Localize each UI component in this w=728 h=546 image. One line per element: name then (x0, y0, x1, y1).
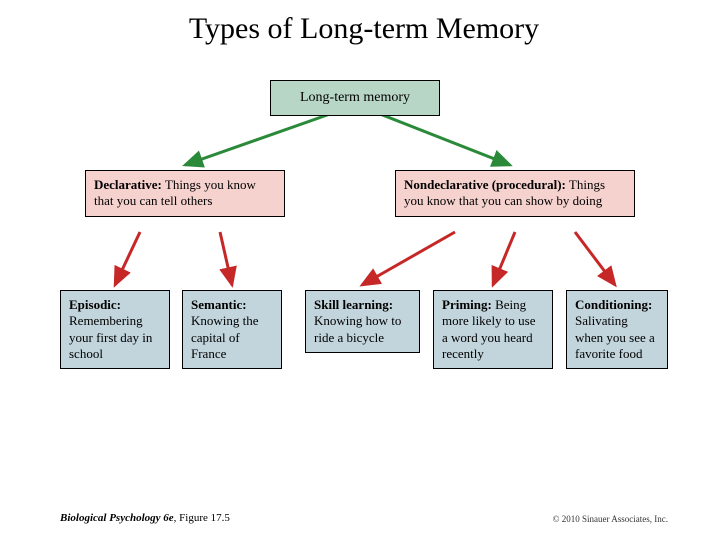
edges-root-level2 (185, 114, 510, 165)
node-conditioning: Conditioning: Salivating when you see a … (566, 290, 668, 369)
node-episodic: Episodic: Remembering your first day in … (60, 290, 170, 369)
edge-root-0 (185, 114, 330, 165)
node-priming: Priming: Being more likely to use a word… (433, 290, 553, 369)
node-episodic-text: Remembering your first day in school (69, 313, 152, 361)
memory-tree-diagram: Long-term memory Declarative: Things you… (60, 80, 668, 500)
node-skill-title: Skill learning: (314, 297, 393, 312)
page-title: Types of Long-term Memory (0, 12, 728, 46)
node-semantic-title: Semantic: (191, 297, 247, 312)
node-root: Long-term memory (270, 80, 440, 116)
footer-copyright: © 2010 Sinauer Associates, Inc. (553, 514, 668, 524)
node-semantic: Semantic: Knowing the capital of France (182, 290, 282, 369)
node-episodic-title: Episodic: (69, 297, 121, 312)
footer-source-book: Biological Psychology 6e (60, 512, 174, 524)
edge-l3-3 (493, 232, 515, 285)
edges-level2-level3 (115, 232, 615, 285)
footer-source: Biological Psychology 6e, Figure 17.5 (60, 512, 230, 524)
node-skill: Skill learning: Knowing how to ride a bi… (305, 290, 420, 353)
node-declarative-title: Declarative: (94, 177, 162, 192)
footer-figure-label: , Figure 17.5 (174, 512, 230, 524)
node-conditioning-text: Salivating when you see a favorite food (575, 313, 655, 361)
node-root-label: Long-term memory (300, 90, 410, 105)
node-priming-title: Priming: (442, 297, 492, 312)
node-nondeclarative: Nondeclarative (procedural): Things you … (395, 170, 635, 217)
edge-l3-4 (575, 232, 615, 285)
edge-l3-0 (115, 232, 140, 285)
node-skill-text: Knowing how to ride a bicycle (314, 313, 401, 344)
node-conditioning-title: Conditioning: (575, 297, 652, 312)
edge-root-1 (380, 114, 510, 165)
edge-l3-1 (220, 232, 232, 285)
node-nondeclarative-title: Nondeclarative (procedural): (404, 177, 566, 192)
node-declarative: Declarative: Things you know that you ca… (85, 170, 285, 217)
edge-l3-2 (362, 232, 455, 285)
node-semantic-text: Knowing the capital of France (191, 313, 259, 361)
